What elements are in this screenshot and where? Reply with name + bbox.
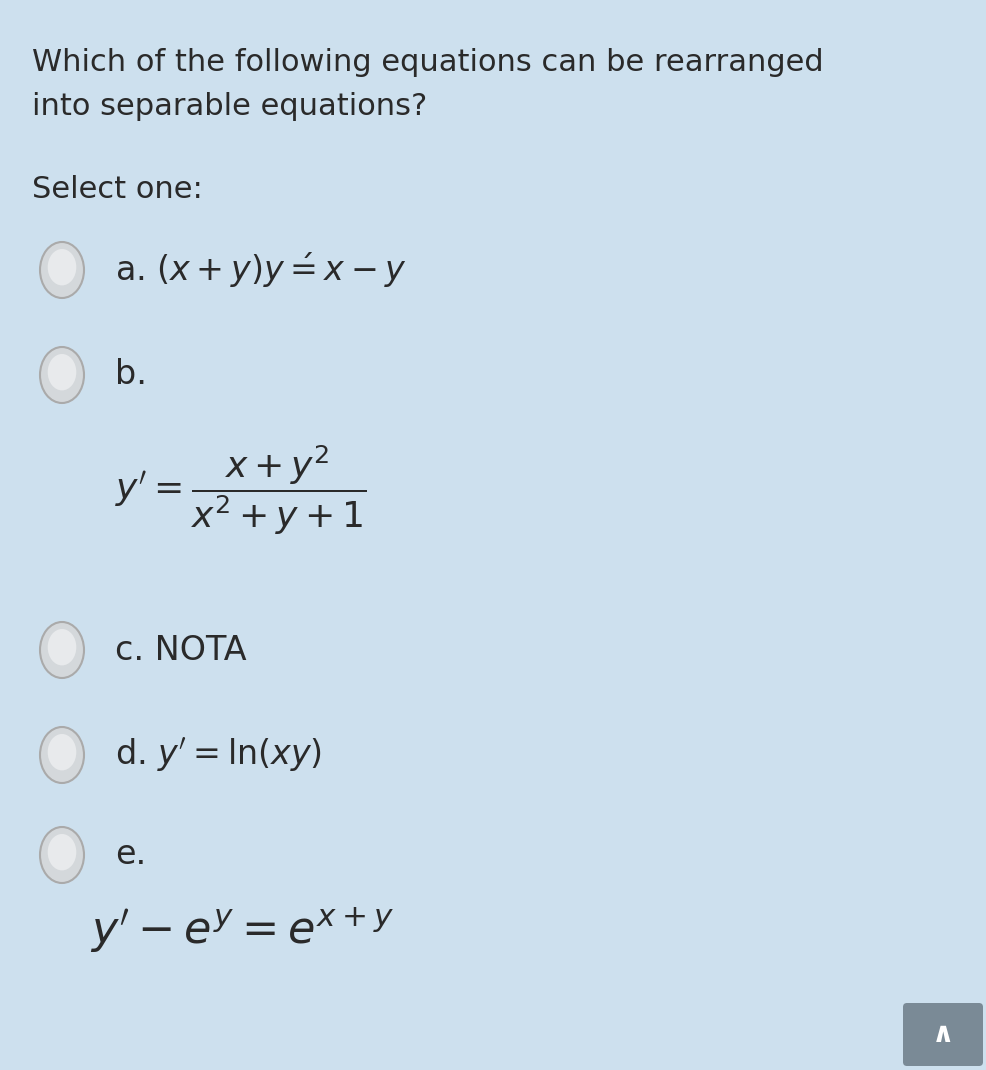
Ellipse shape (40, 727, 84, 783)
Ellipse shape (40, 242, 84, 299)
Text: c. NOTA: c. NOTA (115, 633, 246, 667)
Ellipse shape (47, 354, 76, 391)
Text: $y' = \dfrac{x + y^2}{x^2 + y + 1}$: $y' = \dfrac{x + y^2}{x^2 + y + 1}$ (115, 443, 366, 537)
Ellipse shape (47, 629, 76, 666)
Ellipse shape (40, 347, 84, 403)
Ellipse shape (40, 622, 84, 678)
Text: $y' - e^y = e^{x+y}$: $y' - e^y = e^{x+y}$ (90, 905, 394, 954)
Text: d. $y' = \ln(xy)$: d. $y' = \ln(xy)$ (115, 736, 321, 774)
Ellipse shape (47, 734, 76, 770)
FancyBboxPatch shape (902, 1003, 982, 1066)
Ellipse shape (47, 249, 76, 286)
Text: a. $(x + y)y\' = x - y$: a. $(x + y)y\' = x - y$ (115, 250, 406, 290)
Text: Which of the following equations can be rearranged: Which of the following equations can be … (32, 48, 822, 77)
Text: into separable equations?: into separable equations? (32, 92, 427, 121)
Text: e.: e. (115, 839, 146, 871)
Text: Select one:: Select one: (32, 175, 202, 204)
Text: b.: b. (115, 358, 147, 392)
Text: ∧: ∧ (931, 1021, 953, 1049)
Ellipse shape (47, 834, 76, 870)
Ellipse shape (40, 827, 84, 883)
